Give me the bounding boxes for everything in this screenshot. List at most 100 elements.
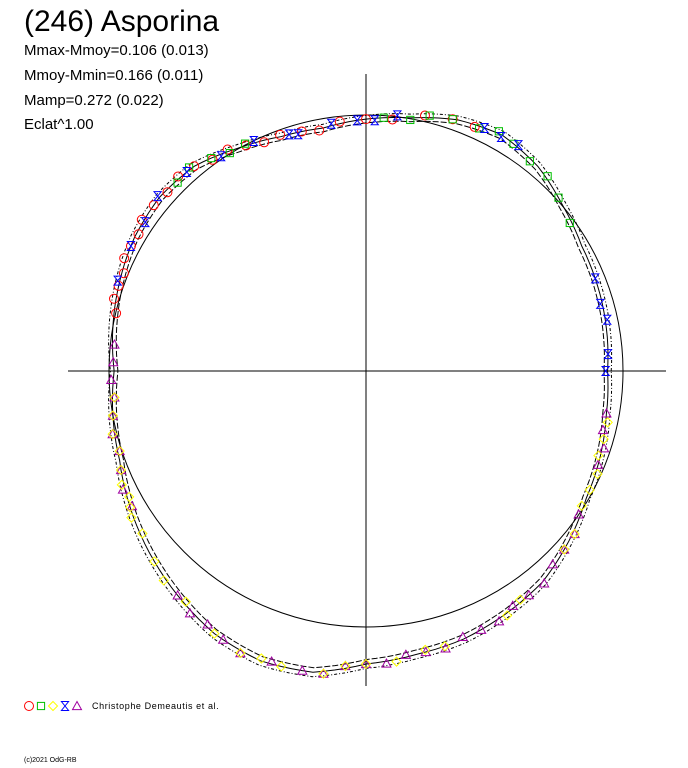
square-marker xyxy=(207,153,216,163)
copyright: (c)2021 OdG-RB xyxy=(24,757,77,764)
square-marker xyxy=(241,139,250,148)
hourglass-marker xyxy=(126,241,136,252)
triangle-marker xyxy=(115,464,127,475)
triangle-marker xyxy=(360,658,372,669)
hourglass-marker xyxy=(602,314,612,325)
fit-curve xyxy=(112,117,609,673)
square-marker xyxy=(475,124,484,133)
square-marker xyxy=(525,157,534,166)
triangle-marker xyxy=(597,424,609,435)
triangle-marker xyxy=(598,442,610,453)
diamond-marker xyxy=(318,668,329,679)
triangle-marker xyxy=(105,374,117,384)
diamond-marker xyxy=(559,544,570,555)
hourglass-marker xyxy=(352,115,362,126)
diamond-marker xyxy=(137,528,148,539)
diamond-marker xyxy=(180,596,192,607)
triangle-marker xyxy=(107,428,118,439)
diamond-marker xyxy=(149,556,160,567)
triangle-marker xyxy=(523,589,535,600)
diamond-marker xyxy=(360,658,372,670)
diamond-marker xyxy=(209,628,220,639)
circle-marker xyxy=(314,125,325,136)
stat-mmax-mmoy: Mmax-Mmoy=0.106 (0.013) xyxy=(24,42,209,59)
triangle-marker xyxy=(117,484,129,494)
diamond-marker xyxy=(576,500,587,512)
triangle-marker xyxy=(493,615,505,626)
fit-curve-envelope xyxy=(108,113,613,678)
circle-marker xyxy=(419,110,430,121)
diamond-marker xyxy=(569,528,580,540)
data-points xyxy=(105,110,613,679)
triangle-marker xyxy=(569,528,580,539)
circle-marker xyxy=(259,137,270,148)
square-marker xyxy=(425,111,434,120)
triangle-marker xyxy=(107,410,119,420)
triangle-marker xyxy=(457,631,469,642)
chart-title: (246) Asporina xyxy=(24,5,220,38)
circle-marker xyxy=(296,126,307,137)
diamond-marker xyxy=(515,594,526,605)
hourglass-marker xyxy=(326,118,336,129)
circle-marker xyxy=(136,214,147,225)
hourglass-marker xyxy=(284,129,294,140)
diamond-marker xyxy=(256,653,267,664)
hourglass-marker xyxy=(513,140,524,151)
triangle-marker xyxy=(235,647,246,658)
hourglass-marker xyxy=(590,273,600,284)
triangle-marker xyxy=(296,665,308,675)
hourglass-marker xyxy=(603,349,613,360)
hourglass-marker xyxy=(496,131,506,142)
square-marker xyxy=(554,193,563,202)
diamond-marker xyxy=(107,428,118,440)
circle-marker xyxy=(275,129,286,140)
square-marker xyxy=(448,115,457,124)
circle-marker xyxy=(361,114,371,125)
hourglass-marker xyxy=(370,115,380,126)
triangle-marker xyxy=(592,459,604,469)
fit-curve-envelope xyxy=(115,120,605,669)
triangle-marker xyxy=(400,649,412,659)
circle-marker xyxy=(189,161,200,172)
legend-text: Christophe Demeautis et al. xyxy=(92,701,220,711)
diamond-marker xyxy=(115,464,127,476)
diamond-marker xyxy=(593,450,604,461)
diamond-marker xyxy=(501,610,513,621)
triangle-marker xyxy=(318,668,329,678)
diamond-marker xyxy=(107,410,119,421)
circle-marker xyxy=(111,308,122,319)
triangle-marker xyxy=(114,445,126,456)
hourglass-marker xyxy=(601,366,611,376)
square-marker xyxy=(543,172,552,181)
square-marker xyxy=(565,218,574,228)
circle-marker xyxy=(24,701,34,711)
diamond-marker xyxy=(584,484,595,496)
diamond-marker xyxy=(158,575,169,586)
legend: Christophe Demeautis et al. xyxy=(22,698,219,714)
stat-mamp: Mamp=0.272 (0.022) xyxy=(24,92,164,109)
triangle-marker xyxy=(266,655,277,666)
stat-eclat: Eclat^1.00 xyxy=(24,116,94,133)
triangle-marker xyxy=(71,700,83,711)
hourglass-marker xyxy=(479,122,490,133)
hourglass-marker xyxy=(152,191,163,202)
circle-marker xyxy=(469,121,480,132)
triangle-marker xyxy=(547,558,559,569)
triangle-marker xyxy=(558,543,570,554)
circle-marker xyxy=(334,116,345,127)
diamond-marker xyxy=(47,700,59,712)
square-marker xyxy=(36,701,46,711)
circle-marker xyxy=(207,154,218,165)
stat-mmoy-mmin: Mmoy-Mmin=0.166 (0.011) xyxy=(24,67,204,84)
hourglass-marker xyxy=(249,135,259,146)
hourglass-marker xyxy=(60,701,70,711)
triangle-marker xyxy=(109,391,120,402)
diamond-marker xyxy=(114,445,125,457)
hourglass-marker xyxy=(595,298,605,309)
circle-marker xyxy=(119,253,130,264)
diamond-marker xyxy=(124,502,136,513)
triangle-marker xyxy=(217,634,229,644)
diamond-marker xyxy=(109,392,120,403)
diamond-marker xyxy=(592,468,603,480)
